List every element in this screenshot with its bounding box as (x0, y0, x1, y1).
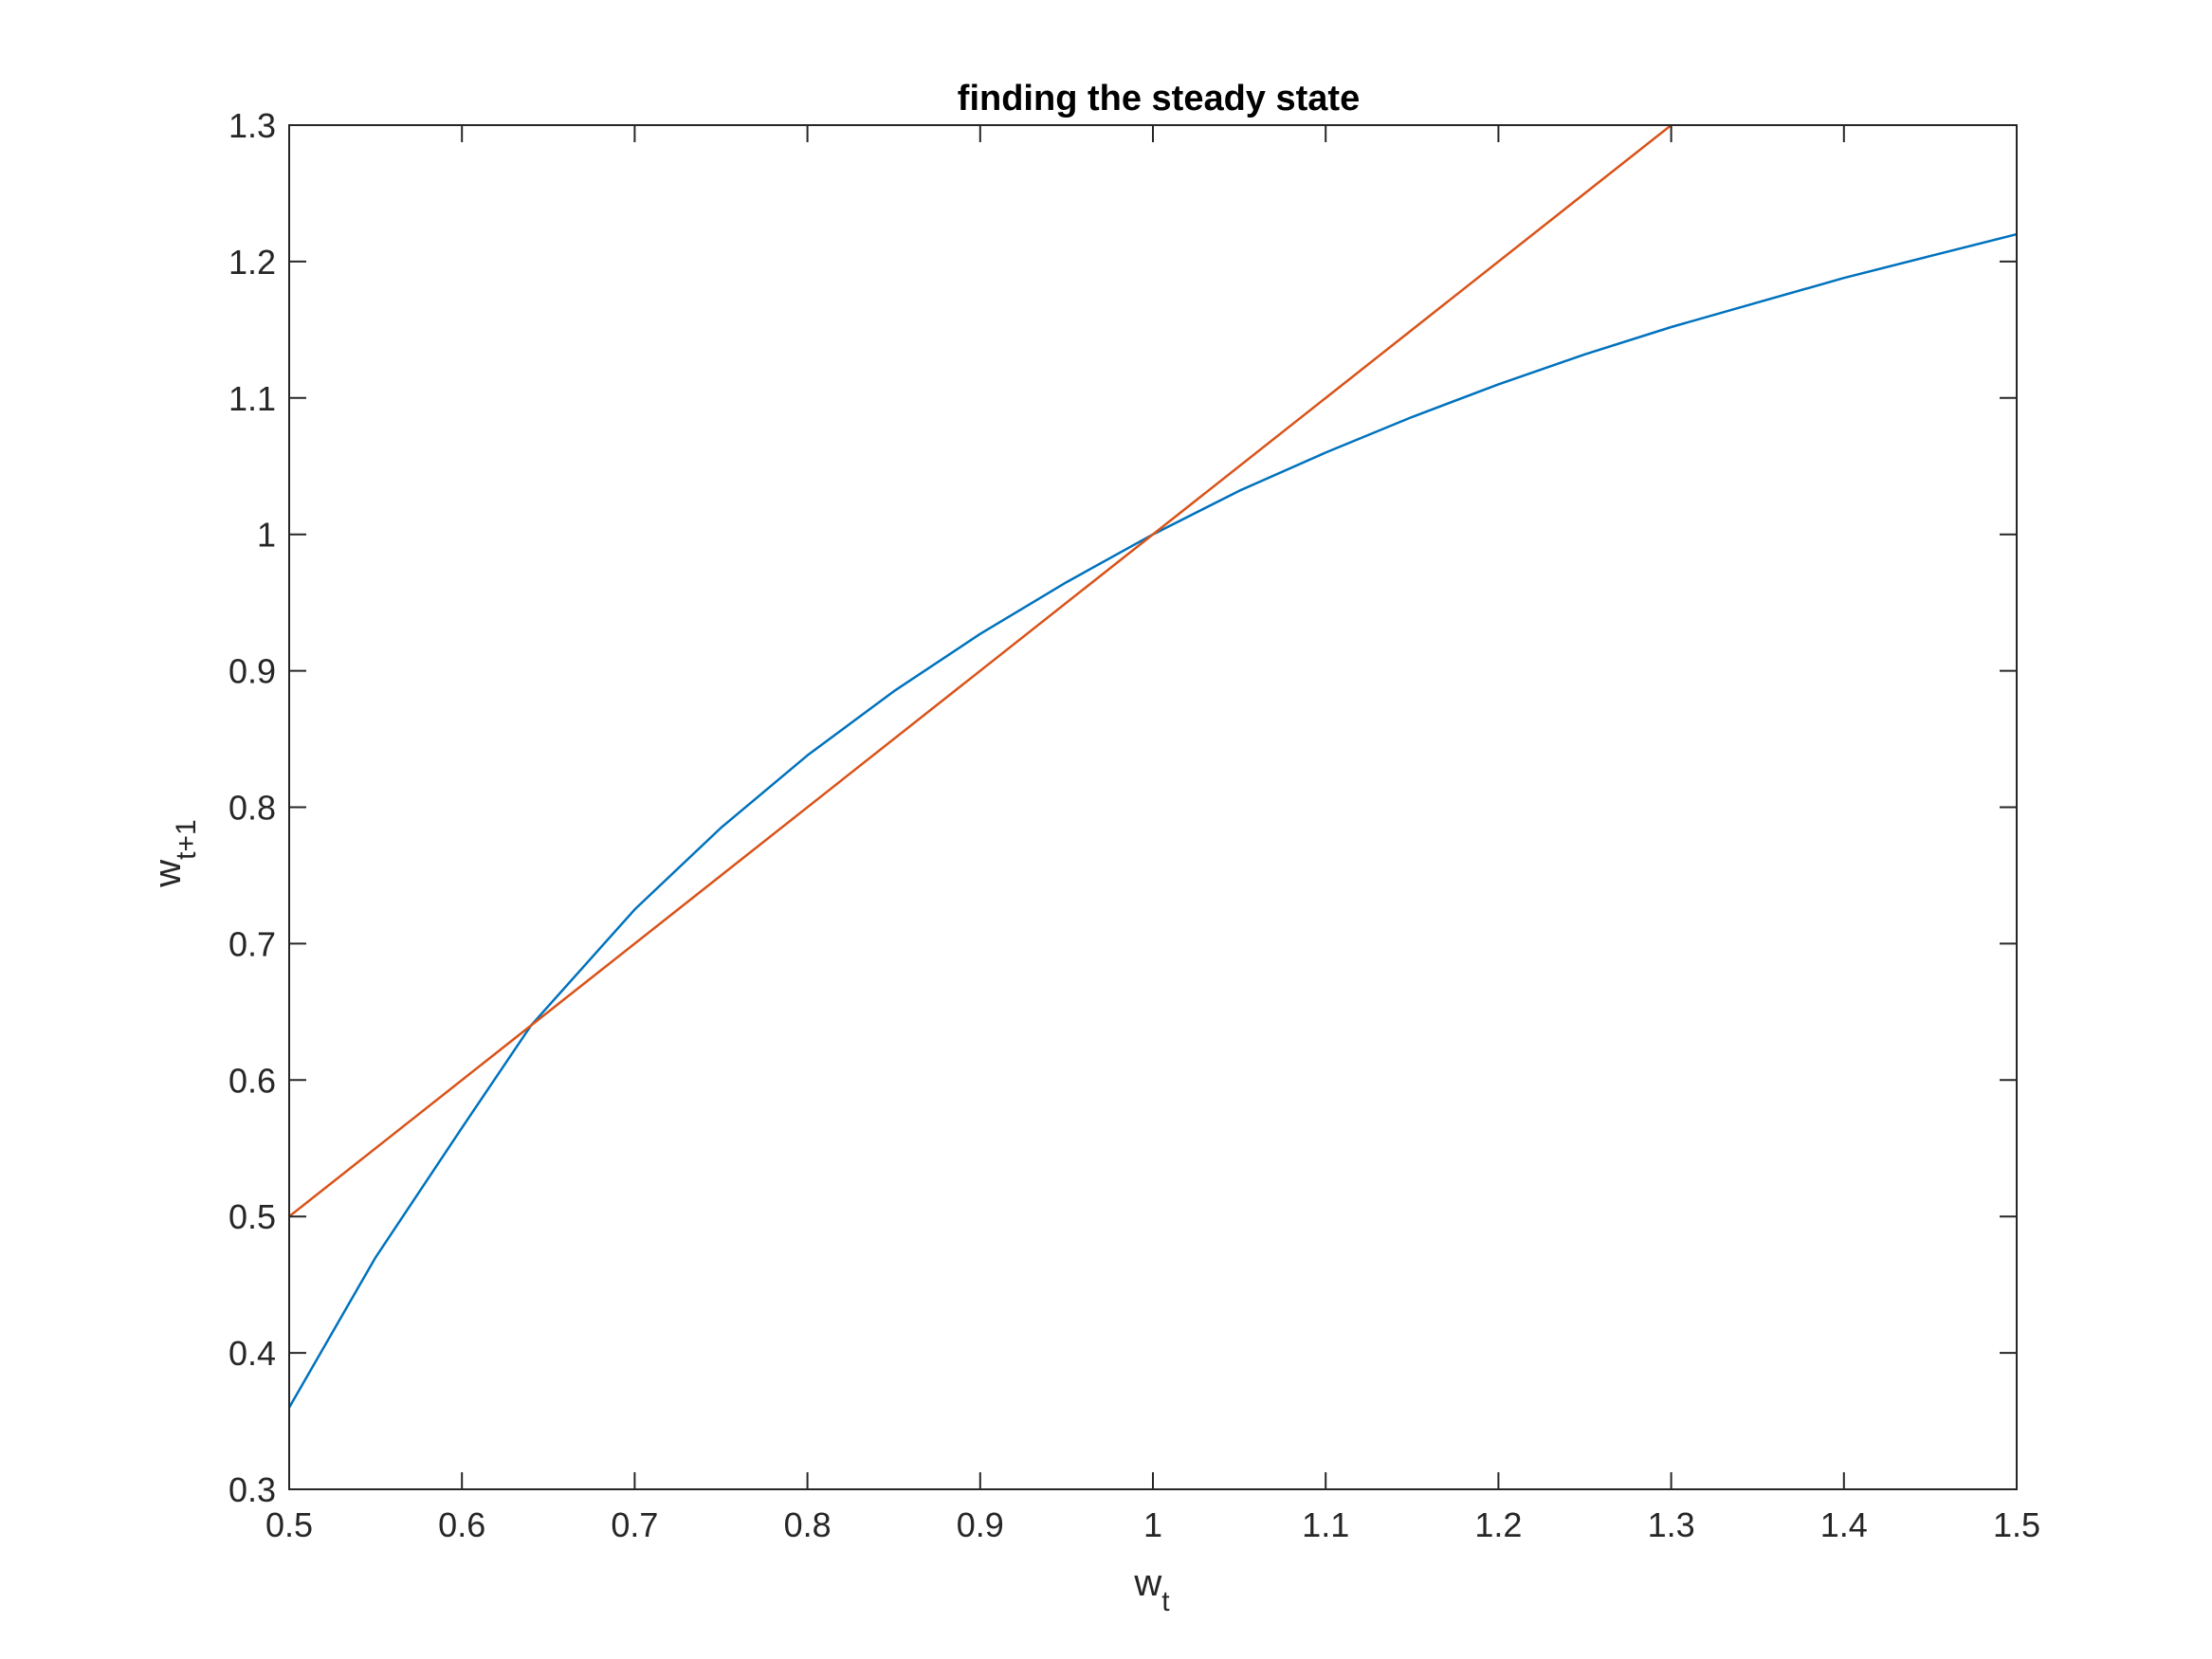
x-tick-label: 1 (1143, 1505, 1162, 1544)
y-tick-label: 0.5 (229, 1197, 276, 1236)
y-tick-label: 0.9 (229, 652, 276, 691)
y-tick-label: 0.7 (229, 924, 276, 963)
y-tick-label: 1.2 (229, 243, 276, 282)
x-axis: 0.5 0.6 0.7 0.8 0.9 1 1.1 1.2 1.3 1.4 1.5 (265, 125, 2040, 1544)
series-group (289, 125, 2017, 1409)
y-tick-label: 0.3 (229, 1470, 276, 1509)
x-tick-label: 0.5 (265, 1505, 313, 1544)
x-tick-label: 1.2 (1474, 1505, 1522, 1544)
x-tick-label: 1.5 (1993, 1505, 2040, 1544)
y-tick-label: 0.4 (229, 1334, 276, 1373)
x-axis-label: wt (1133, 1562, 1170, 1617)
x-tick-label: 0.8 (784, 1505, 832, 1544)
x-tick-label: 0.9 (957, 1505, 1004, 1544)
y-tick-label: 0.6 (229, 1061, 276, 1100)
y-tick-label: 1.1 (229, 379, 276, 418)
y-tick-label: 1.3 (229, 106, 276, 145)
x-tick-label: 1.4 (1820, 1505, 1868, 1544)
x-tick-label: 1.3 (1648, 1505, 1695, 1544)
x-tick-label: 0.6 (438, 1505, 485, 1544)
y-axis-label: wt+1 (147, 819, 202, 887)
x-tick-label: 0.7 (611, 1505, 658, 1544)
series-line-2 (289, 125, 1673, 1218)
x-tick-label: 1.1 (1302, 1505, 1349, 1544)
chart-title: finding the steady state (958, 79, 1360, 118)
y-tick-label: 1 (257, 516, 276, 555)
y-tick-label: 0.8 (229, 789, 276, 828)
y-axis: 0.3 0.4 0.5 0.6 0.7 0.8 0.9 1 1.1 1.2 1.3 (229, 106, 2017, 1509)
